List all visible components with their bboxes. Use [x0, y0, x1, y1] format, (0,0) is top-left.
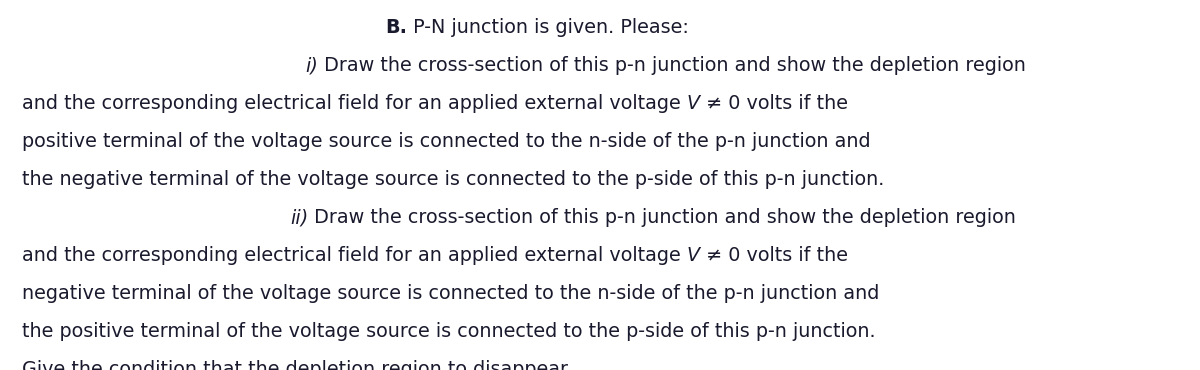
Text: Draw the cross-section of this p-n junction and show the depletion region: Draw the cross-section of this p-n junct…: [318, 56, 1026, 75]
Text: V: V: [686, 246, 700, 265]
Text: ≠ 0 volts if the: ≠ 0 volts if the: [700, 246, 848, 265]
Text: ii): ii): [290, 208, 308, 227]
Text: V: V: [686, 94, 700, 113]
Text: the negative terminal of the voltage source is connected to the p-side of this p: the negative terminal of the voltage sou…: [22, 170, 884, 189]
Text: i): i): [305, 56, 318, 75]
Text: ≠ 0 volts if the: ≠ 0 volts if the: [700, 94, 848, 113]
Text: B.: B.: [385, 18, 407, 37]
Text: and the corresponding electrical field for an applied external voltage: and the corresponding electrical field f…: [22, 94, 686, 113]
Text: positive terminal of the voltage source is connected to the n-side of the p-n ju: positive terminal of the voltage source …: [22, 132, 871, 151]
Text: negative terminal of the voltage source is connected to the n-side of the p-n ju: negative terminal of the voltage source …: [22, 284, 880, 303]
Text: the positive terminal of the voltage source is connected to the p-side of this p: the positive terminal of the voltage sou…: [22, 322, 876, 341]
Text: Draw the cross-section of this p-n junction and show the depletion region: Draw the cross-section of this p-n junct…: [308, 208, 1016, 227]
Text: P-N junction is given. Please:: P-N junction is given. Please:: [407, 18, 689, 37]
Text: Give the condition that the depletion region to disappear.: Give the condition that the depletion re…: [22, 360, 572, 370]
Text: and the corresponding electrical field for an applied external voltage: and the corresponding electrical field f…: [22, 246, 686, 265]
